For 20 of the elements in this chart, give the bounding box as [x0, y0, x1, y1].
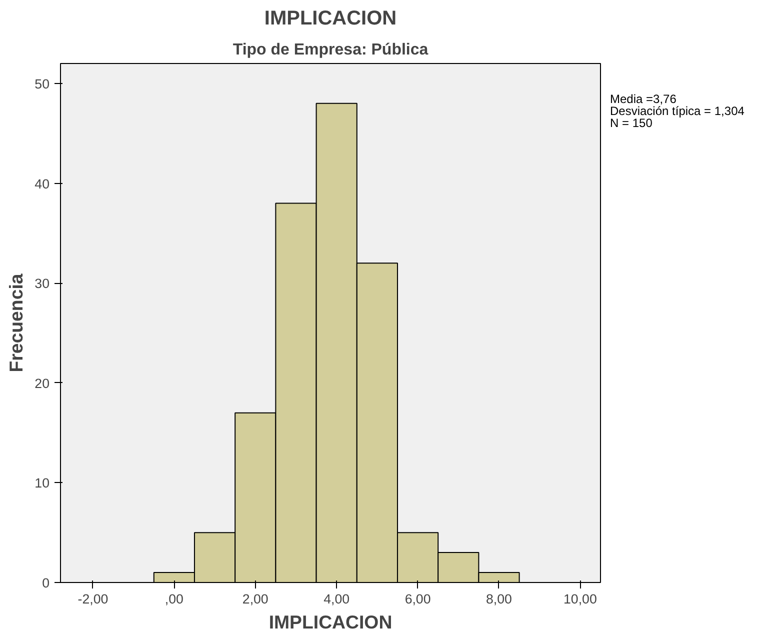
- x-axis-title: IMPLICACION: [268, 612, 392, 632]
- chart-title: IMPLICACION: [264, 8, 397, 30]
- text: Desviación típica = 1,304: [610, 104, 744, 118]
- y-axis-title: Frecuencia: [6, 273, 27, 372]
- x-tick-label: 2,00: [242, 592, 268, 606]
- x-tick-label: -2,00: [78, 592, 108, 606]
- x-tick-label: 8,00: [486, 592, 512, 606]
- x-tick-label: 4,00: [324, 592, 350, 606]
- text: N = 150: [610, 116, 654, 130]
- chart-subtitle: Tipo de Empresa: Pública: [232, 42, 428, 58]
- y-tick-label: 50: [34, 76, 50, 92]
- y-tick-label: 0: [42, 576, 50, 590]
- text: Media =3,76: [610, 92, 678, 106]
- y-tick-label: 10: [34, 476, 50, 491]
- x-tick-label: 10,00: [564, 592, 597, 606]
- y-tick-label: 40: [34, 176, 50, 192]
- y-tick-label: 20: [34, 376, 50, 391]
- x-tick-label: 6,00: [404, 592, 431, 606]
- y-tick-label: 30: [34, 276, 50, 292]
- x-tick-label: ,00: [164, 592, 184, 606]
